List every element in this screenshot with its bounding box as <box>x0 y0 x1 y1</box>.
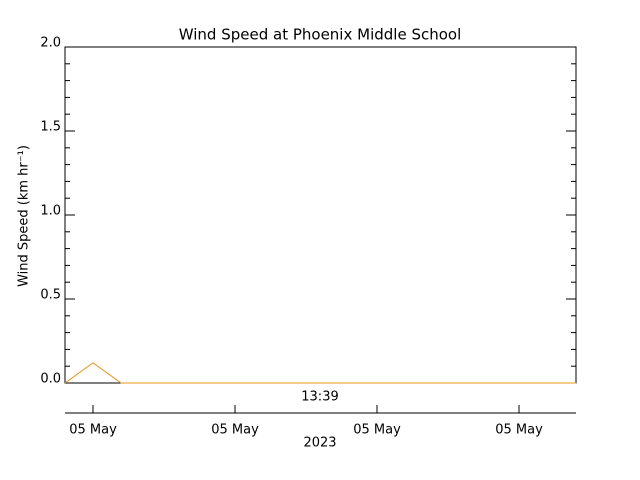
y-tick-label: 0.5 <box>40 288 61 303</box>
y-axis-label: Wind Speed (km hr⁻¹) <box>17 145 32 287</box>
line-series <box>64 362 576 384</box>
y-tick-label: 2.0 <box>40 36 61 51</box>
x-tick-label: 05 May <box>353 423 401 438</box>
y-tick-label: 0.0 <box>40 372 61 387</box>
chart-title: Wind Speed at Phoenix Middle School <box>179 26 462 44</box>
x-tick-label: 05 May <box>495 423 543 438</box>
y-tick-label: 1.5 <box>40 120 61 135</box>
plot-frame <box>64 46 577 384</box>
y-tick-label: 1.0 <box>40 204 61 219</box>
x-axis-label: 2023 <box>303 436 336 451</box>
time-label: 13:39 <box>301 390 338 405</box>
x-tick-label: 05 May <box>69 423 117 438</box>
x-tick-label: 05 May <box>211 423 259 438</box>
